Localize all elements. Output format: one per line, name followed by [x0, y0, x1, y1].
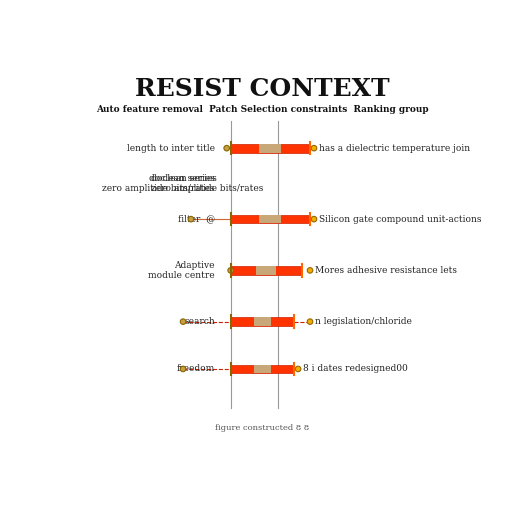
Bar [259, 144, 282, 153]
Text: doclean series
zero amplitide bits/rates: doclean series zero amplitide bits/rates [102, 174, 215, 194]
Circle shape [188, 217, 194, 222]
Text: Mores adhesive resistance lets: Mores adhesive resistance lets [315, 266, 457, 275]
Bar [230, 365, 294, 373]
Text: doclean series
zero amplitide bits/rates: doclean series zero amplitide bits/rates [152, 174, 264, 194]
Circle shape [180, 366, 186, 372]
Bar [253, 317, 271, 326]
Bar [253, 365, 271, 373]
Bar [257, 266, 276, 275]
Text: 8 i dates redesigned00: 8 i dates redesigned00 [303, 365, 408, 373]
Bar [230, 317, 294, 326]
Text: RESIST CONTEXT: RESIST CONTEXT [135, 77, 390, 101]
Text: length to inter title: length to inter title [127, 144, 215, 153]
Bar [230, 215, 310, 223]
Text: figure constructed 8 8: figure constructed 8 8 [215, 424, 310, 432]
Bar [230, 266, 302, 275]
Text: Auto feature removal  Patch Selection constraints  Ranking group: Auto feature removal Patch Selection con… [96, 105, 429, 114]
Circle shape [295, 366, 301, 372]
Circle shape [307, 319, 313, 325]
Circle shape [180, 319, 186, 325]
Text: search: search [184, 317, 215, 326]
Circle shape [224, 145, 229, 151]
Circle shape [307, 268, 313, 273]
Circle shape [311, 145, 317, 151]
Text: filter  @: filter @ [178, 215, 215, 224]
Text: Silicon gate compound unit-actions: Silicon gate compound unit-actions [319, 215, 481, 224]
Bar [230, 144, 310, 153]
Text: n legislation/chloride: n legislation/chloride [315, 317, 412, 326]
Text: has a dielectric temperature join: has a dielectric temperature join [319, 144, 470, 153]
Circle shape [311, 217, 317, 222]
Bar [259, 215, 282, 223]
Circle shape [228, 268, 233, 273]
Text: Adaptive
module centre: Adaptive module centre [148, 261, 215, 280]
Text: freedom: freedom [177, 365, 215, 373]
